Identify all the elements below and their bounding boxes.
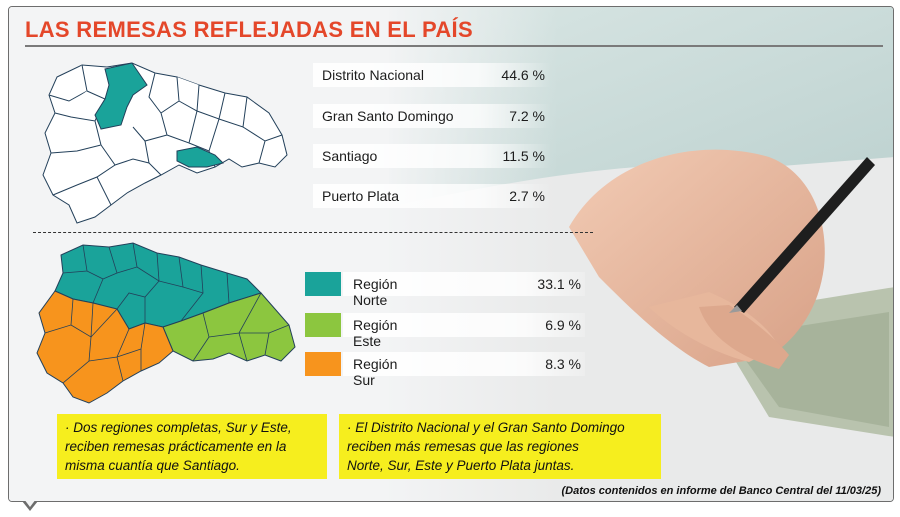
province-row-distrito-nacional: Distrito Nacional 44.6 % bbox=[313, 61, 551, 89]
note-regions-sur-este: · Dos regiones completas, Sur y Este, re… bbox=[57, 414, 327, 479]
province-value: 44.6 % bbox=[501, 67, 545, 83]
region-swatch bbox=[305, 272, 341, 296]
region-name: Región Norte bbox=[353, 276, 398, 308]
note-distrito-nacional: · El Distrito Nacional y el Gran Santo D… bbox=[339, 414, 661, 479]
province-row-puerto-plata: Puerto Plata 2.7 % bbox=[313, 182, 551, 210]
infographic-title: LAS REMESAS REFLEJADAS EN EL PAÍS bbox=[25, 17, 473, 42]
region-value: 6.9 % bbox=[545, 317, 581, 333]
title-underline bbox=[25, 45, 883, 47]
province-name: Puerto Plata bbox=[322, 188, 400, 204]
province-value: 7.2 % bbox=[509, 108, 545, 124]
province-value: 2.7 % bbox=[509, 188, 545, 204]
provinces-map bbox=[42, 62, 288, 224]
region-este-shape bbox=[162, 292, 296, 362]
callout-notch bbox=[22, 499, 38, 511]
province-row-gran-santo-domingo: Gran Santo Domingo 7.2 % bbox=[313, 102, 551, 130]
regions-map bbox=[36, 242, 296, 404]
province-row-santiago: Santiago 11.5 % bbox=[313, 142, 551, 170]
region-value: 8.3 % bbox=[545, 356, 581, 372]
province-value: 11.5 % bbox=[502, 148, 545, 164]
province-name: Distrito Nacional bbox=[322, 67, 424, 83]
note-line: reciben remesas prácticamente en la bbox=[65, 439, 287, 454]
note-line: · El Distrito Nacional y el Gran Santo D… bbox=[347, 420, 625, 435]
region-sur-shape bbox=[36, 290, 174, 404]
province-name: Gran Santo Domingo bbox=[322, 108, 454, 124]
region-swatch bbox=[305, 352, 341, 376]
source-caption: (Datos contenidos en informe del Banco C… bbox=[561, 485, 881, 497]
region-swatch bbox=[305, 313, 341, 337]
infographic-frame: LAS REMESAS REFLEJADAS EN EL PAÍS bbox=[8, 6, 894, 502]
note-line: reciben más remesas que las regiones bbox=[347, 439, 579, 454]
note-line: Norte, Sur, Este y Puerto Plata juntas. bbox=[347, 458, 575, 473]
section-divider bbox=[33, 232, 593, 233]
region-value: 33.1 % bbox=[537, 276, 581, 292]
region-name: Región Sur bbox=[353, 356, 398, 388]
note-line: misma cuantía que Santiago. bbox=[65, 458, 240, 473]
note-line: · Dos regiones completas, Sur y Este, bbox=[65, 420, 292, 435]
province-name: Santiago bbox=[322, 148, 378, 164]
region-name: Región Este bbox=[353, 317, 398, 349]
